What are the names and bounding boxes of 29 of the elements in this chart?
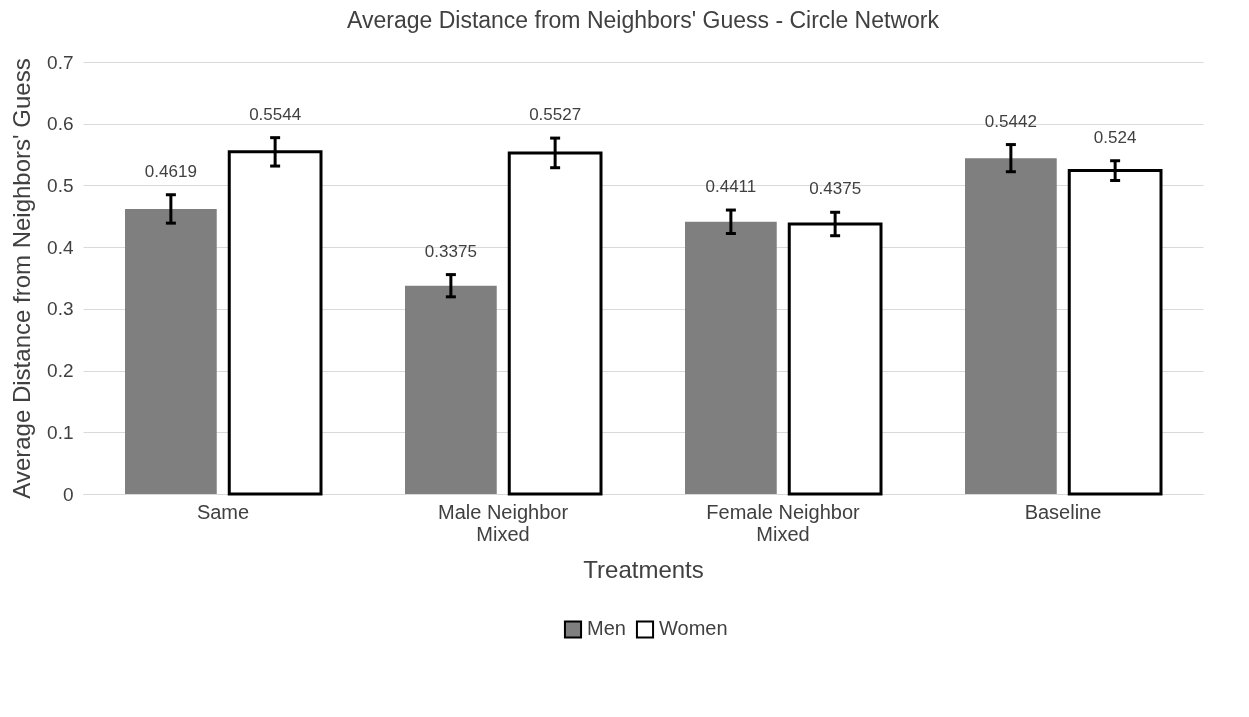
x-tick-label: Female Neighbor Mixed [706, 500, 861, 545]
data-label: 0.5544 [249, 104, 302, 124]
y-tick-label: 0.3 [47, 298, 74, 320]
bar [965, 158, 1057, 494]
bar [405, 285, 497, 494]
y-tick-label: 0.2 [47, 360, 74, 382]
x-tick-label: Male Neighbor Mixed [437, 500, 569, 545]
bar [685, 221, 777, 494]
y-axis-title: Average Distance from Neighbors' Guess [8, 58, 36, 499]
y-tick-label: 0.6 [47, 113, 74, 135]
y-tick-label: 0.5 [47, 174, 74, 196]
bar [125, 208, 217, 494]
y-tick-label: 0.1 [47, 421, 74, 443]
data-label: 0.5527 [529, 105, 582, 125]
y-tick-label: 0 [62, 483, 74, 505]
x-axis-title: Treatments [583, 555, 704, 583]
data-label: 0.524 [1093, 127, 1137, 147]
x-tick-label: Baseline [1024, 500, 1102, 523]
chart-title: Average Distance from Neighbors' Guess - Circle Network [347, 7, 940, 33]
legend-label: Women [659, 617, 728, 640]
data-label: 0.4619 [144, 161, 197, 181]
x-tick-label: Same [196, 500, 250, 523]
data-label: 0.4411 [705, 177, 757, 197]
y-tick-label: 0.4 [47, 236, 74, 258]
y-tick-label: 0.7 [47, 51, 74, 73]
data-label: 0.5442 [984, 111, 1037, 131]
data-label: 0.4375 [809, 179, 862, 199]
data-label: 0.3375 [424, 241, 477, 261]
legend-label: Men [587, 617, 626, 640]
